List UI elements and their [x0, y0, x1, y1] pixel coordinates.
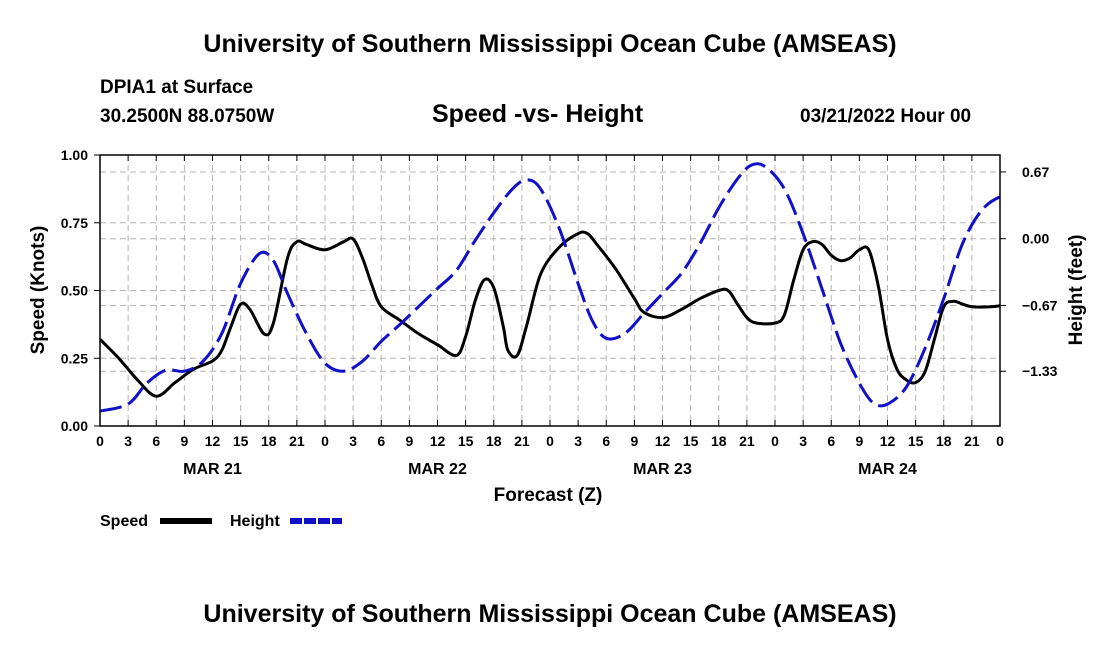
x-tick-label: 6 [827, 433, 835, 449]
y2-tick-label: 0.00 [1022, 231, 1049, 247]
legend: Speed Height [100, 513, 342, 530]
x-axis-title: Forecast (Z) [494, 485, 603, 506]
x-tick-label: 12 [880, 433, 896, 449]
x-tick-label: 9 [405, 433, 413, 449]
x-tick-label: 12 [655, 433, 671, 449]
x-tick-label: 6 [377, 433, 385, 449]
series-line-height [100, 162, 1000, 413]
x-tick-label: 15 [683, 433, 699, 449]
x-tick-label: 0 [321, 433, 329, 449]
day-label: MAR 24 [858, 461, 917, 478]
x-tick-label: 6 [602, 433, 610, 449]
x-tick-label: 3 [799, 433, 807, 449]
x-tick-label: 0 [96, 433, 104, 449]
x-tick-label: 9 [630, 433, 638, 449]
day-label: MAR 22 [408, 461, 467, 478]
y2-tick-label: 0.67 [1022, 164, 1049, 180]
footer-title: University of Southern Mississippi Ocean… [203, 600, 897, 628]
y-tick-label: 0.75 [61, 215, 88, 231]
x-tick-label: 15 [458, 433, 474, 449]
x-tick-label: 0 [996, 433, 1004, 449]
forecast-date: 03/21/2022 Hour 00 [800, 106, 972, 127]
x-tick-label: 0 [546, 433, 554, 449]
x-tick-label: 21 [964, 433, 980, 449]
x-tick-label: 15 [908, 433, 924, 449]
x-tick-label: 3 [124, 433, 132, 449]
y2-axis-title: Height (feet) [1066, 235, 1087, 346]
y-axis-title: Speed (Knots) [28, 226, 49, 355]
x-tick-label: 3 [349, 433, 357, 449]
x-tick-label: 21 [514, 433, 530, 449]
day-label: MAR 23 [633, 461, 692, 478]
x-tick-label: 21 [289, 433, 305, 449]
x-tick-label: 12 [430, 433, 446, 449]
station-label: DPIA1 at Surface [100, 77, 254, 98]
y-tick-label: 0.25 [61, 350, 88, 366]
y2-tick-label: −1.33 [1022, 363, 1058, 379]
series-line-speed [100, 230, 1000, 398]
grid-lines [100, 155, 1000, 426]
coordinates-label: 30.2500N 88.0750W [100, 106, 275, 127]
x-tick-label: 0 [771, 433, 779, 449]
x-tick-label: 18 [486, 433, 502, 449]
legend-speed-label: Speed [100, 513, 148, 530]
page-title: University of Southern Mississippi Ocean… [203, 30, 897, 58]
x-tick-label: 9 [180, 433, 188, 449]
axes: 0 3 6 9 12 15 18 21 0 3 6 9 12 15 18 21 0 3 6 9 12 15 18 21 0 3 6 9… [61, 147, 1058, 478]
legend-height-label: Height [230, 513, 280, 530]
chart-title: Speed -vs- Height [432, 100, 644, 128]
x-tick-label: 9 [855, 433, 863, 449]
x-tick-label: 3 [574, 433, 582, 449]
series-layer [100, 162, 1000, 413]
x-tick-label: 18 [261, 433, 277, 449]
x-tick-label: 18 [936, 433, 952, 449]
y-tick-label: 1.00 [61, 147, 88, 163]
x-tick-label: 12 [205, 433, 221, 449]
x-tick-label: 6 [152, 433, 160, 449]
y2-tick-label: −0.67 [1022, 297, 1058, 313]
y-tick-label: 0.50 [61, 283, 88, 299]
x-tick-label: 15 [233, 433, 249, 449]
x-tick-label: 21 [739, 433, 755, 449]
day-label: MAR 21 [183, 461, 242, 478]
x-tick-label: 18 [711, 433, 727, 449]
y-tick-label: 0.00 [61, 418, 88, 434]
